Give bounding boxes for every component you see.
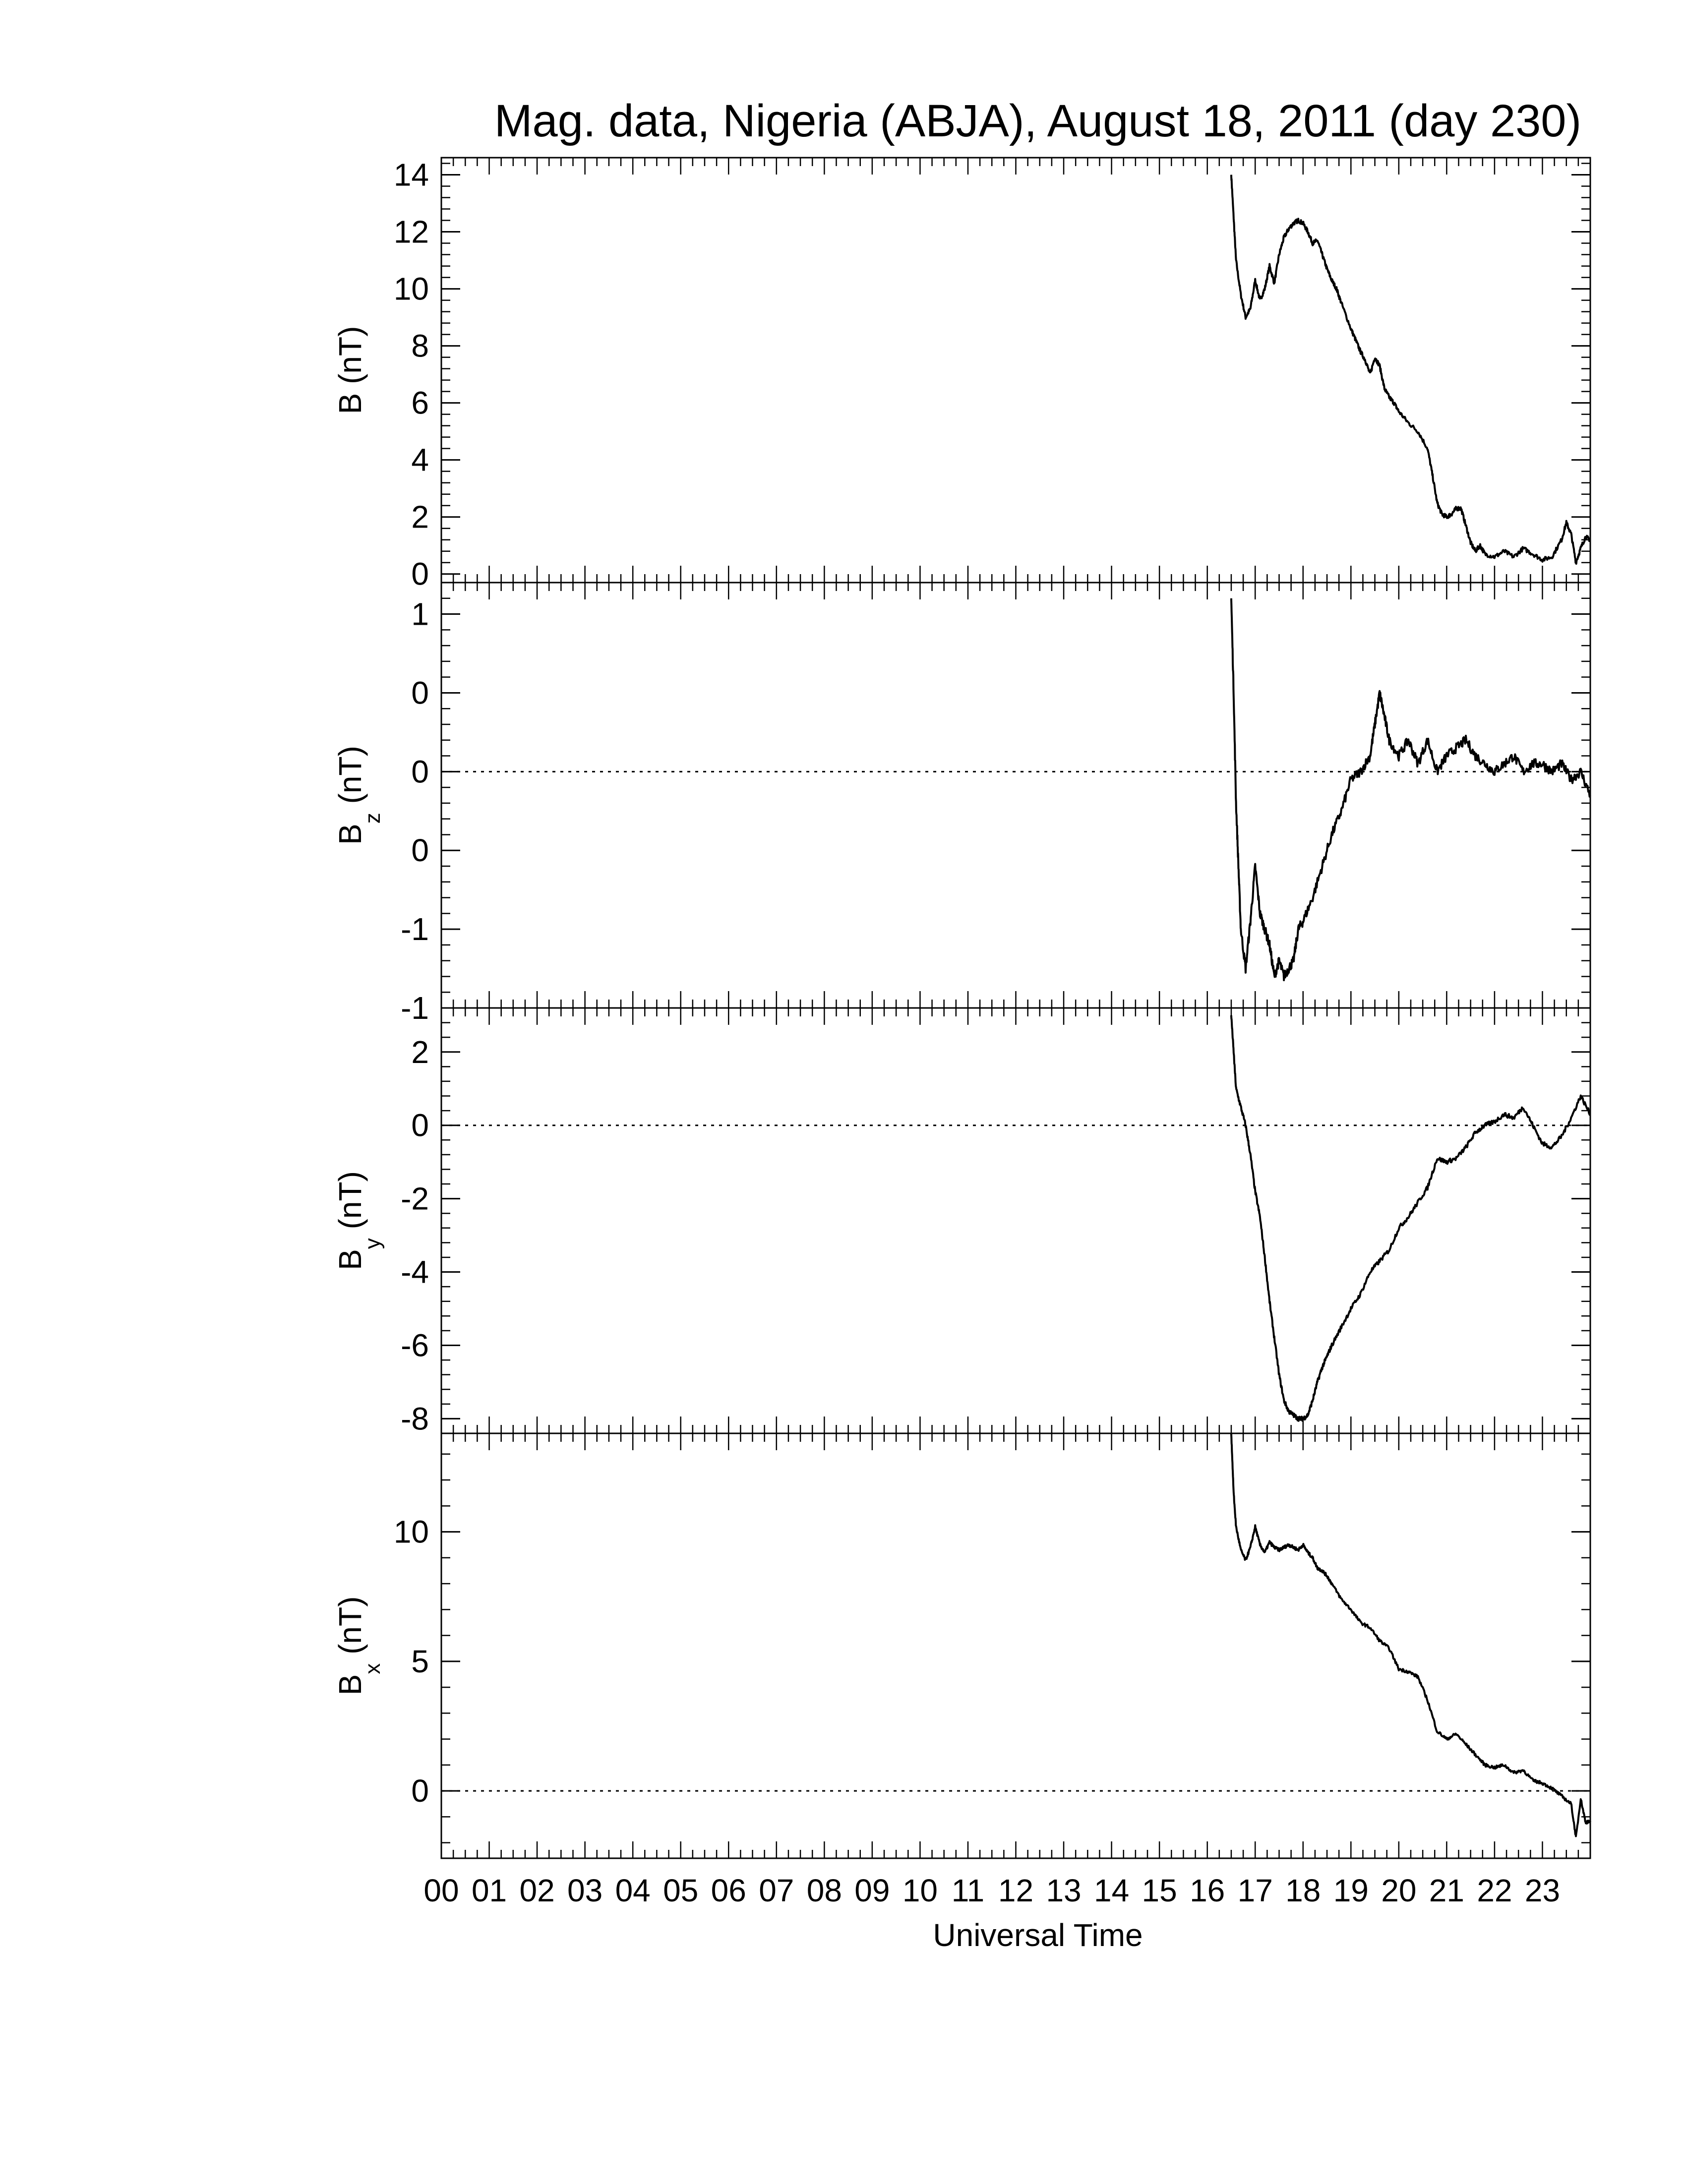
- y-tick-label: 0: [411, 754, 429, 789]
- series-line-B: [1230, 175, 1591, 565]
- y-tick-label: 0: [411, 675, 429, 710]
- x-tick-label: 17: [1238, 1873, 1273, 1908]
- y-tick-label: -8: [401, 1401, 429, 1436]
- x-tick-label: 15: [1142, 1873, 1177, 1908]
- x-tick-label: 03: [567, 1873, 602, 1908]
- y-tick-label: -1: [401, 911, 429, 947]
- x-axis-title: Universal Time: [933, 1917, 1143, 1953]
- panel-Bz: 1 0 0 0 -1 -1 Bz (nT): [332, 582, 1591, 1026]
- x-tick-label: 20: [1381, 1873, 1416, 1908]
- x-tick-label: 11: [952, 1873, 984, 1908]
- y-axis-title: B (nT): [332, 326, 368, 414]
- y-tick-label: 1: [411, 596, 429, 632]
- panel-By: 2 0 -2 -4 -6 -8 By (nT): [332, 1007, 1591, 1436]
- x-tick-label: 22: [1477, 1873, 1512, 1908]
- y-tick-label: 0: [411, 832, 429, 868]
- series-line-By: [1230, 1015, 1591, 1422]
- y-tick-label: -1: [401, 990, 429, 1026]
- x-tick-label: 01: [472, 1873, 507, 1908]
- x-tick-label: 18: [1285, 1873, 1321, 1908]
- x-tick-label: 14: [1094, 1873, 1129, 1908]
- x-tick-label: 16: [1190, 1873, 1225, 1908]
- y-tick-label: -6: [401, 1327, 429, 1363]
- y-tick-label: -2: [401, 1181, 429, 1217]
- y-tick-label: 6: [411, 385, 429, 421]
- x-tick-label: 07: [759, 1873, 794, 1908]
- y-tick-label: 14: [394, 157, 429, 193]
- y-tick-label: 8: [411, 328, 429, 364]
- x-tick-label: 21: [1429, 1873, 1464, 1908]
- x-tick-label: 08: [807, 1873, 842, 1908]
- y-axis-title: Bx (nT): [332, 1596, 385, 1696]
- x-tick-label: 10: [903, 1873, 938, 1908]
- series-line-Bx: [1230, 1433, 1591, 1837]
- series-line-Bz: [1230, 598, 1591, 982]
- panel-Bx: 0 5 10 Bx (nT): [332, 1432, 1591, 1859]
- y-tick-label: 0: [411, 556, 429, 592]
- x-tick-label: 09: [854, 1873, 890, 1908]
- y-tick-label: 2: [411, 1034, 429, 1070]
- x-tick-label: 06: [711, 1873, 746, 1908]
- x-tick-label: 04: [615, 1873, 651, 1908]
- panel-B: 0 2 4 6 8 10 12 14 B (nT): [332, 157, 1591, 592]
- x-tick-label: 23: [1525, 1873, 1560, 1908]
- y-tick-label: -4: [401, 1254, 429, 1290]
- x-axis: 00 01 02 03 04 05 06 07 08 09 10 11 12 13 14 15 16 17 18 19…: [423, 1873, 1560, 1908]
- y-tick-label: 0: [411, 1773, 429, 1809]
- y-tick-label: 0: [411, 1108, 429, 1143]
- y-axis-title: By (nT): [332, 1171, 385, 1270]
- y-tick-label: 10: [394, 271, 429, 307]
- y-tick-label: 4: [411, 442, 429, 478]
- x-tick-label: 05: [663, 1873, 698, 1908]
- x-tick-label: 13: [1046, 1873, 1081, 1908]
- y-tick-label: 2: [411, 499, 429, 535]
- y-tick-label: 10: [394, 1514, 429, 1550]
- y-axis-title: Bz (nT): [332, 746, 385, 845]
- x-tick-label: 00: [423, 1873, 459, 1908]
- y-tick-label: 5: [411, 1644, 429, 1679]
- x-tick-label: 02: [519, 1873, 554, 1908]
- y-tick-label: 12: [394, 214, 429, 250]
- chart-title: Mag. data, Nigeria (ABJA), August 18, 20…: [494, 96, 1581, 146]
- x-tick-label: 19: [1333, 1873, 1369, 1908]
- x-tick-label: 12: [998, 1873, 1033, 1908]
